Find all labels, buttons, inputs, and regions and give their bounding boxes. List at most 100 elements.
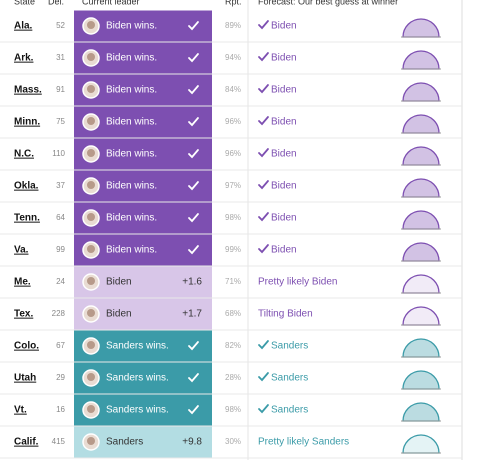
forecast: Biden bbox=[271, 149, 297, 160]
state-name: Okla. bbox=[14, 181, 39, 192]
avatar-face bbox=[87, 149, 95, 157]
forecast: Biden bbox=[271, 181, 297, 192]
delegates: 99 bbox=[56, 245, 65, 254]
avatar-face bbox=[87, 21, 95, 29]
reported: 98% bbox=[225, 405, 241, 414]
forecast-check bbox=[258, 244, 269, 254]
delegates: 16 bbox=[56, 405, 65, 414]
forecast: Tilting Biden bbox=[258, 309, 313, 320]
gauge-fill bbox=[402, 242, 440, 262]
gauge-fill bbox=[402, 274, 440, 294]
leader-name: Biden bbox=[106, 277, 132, 288]
forecast-check bbox=[258, 116, 269, 126]
delegates: 31 bbox=[56, 53, 65, 62]
reported: 71% bbox=[225, 277, 241, 286]
forecast: Biden bbox=[271, 213, 297, 224]
state-name: Calif. bbox=[14, 437, 39, 448]
avatar-face bbox=[87, 437, 95, 445]
delegates: 75 bbox=[56, 117, 65, 126]
reported: 98% bbox=[225, 213, 241, 222]
delegates: 415 bbox=[52, 437, 66, 446]
forecast-check bbox=[258, 84, 269, 94]
reported: 94% bbox=[225, 53, 241, 62]
win-check bbox=[188, 245, 199, 255]
state-name: Ala. bbox=[14, 21, 33, 32]
leader-name: Biden bbox=[106, 309, 132, 320]
forecast: Biden bbox=[271, 53, 297, 64]
header-cell: Forecast: Our best guess at winner bbox=[258, 0, 398, 6]
reported: 97% bbox=[225, 181, 241, 190]
avatar-face bbox=[87, 277, 95, 285]
avatar-face bbox=[87, 117, 95, 125]
win-check bbox=[188, 53, 199, 63]
gauge-fill bbox=[402, 370, 440, 390]
reported: 99% bbox=[225, 245, 241, 254]
gauge-fill bbox=[402, 178, 440, 198]
leader-name: Biden wins. bbox=[106, 213, 157, 224]
forecast-check bbox=[258, 20, 269, 30]
leader-margin: +9.8 bbox=[182, 437, 202, 448]
reported: 89% bbox=[225, 21, 241, 30]
leader-name: Sanders wins. bbox=[106, 405, 169, 416]
state-name: Colo. bbox=[14, 341, 39, 352]
forecast: Biden bbox=[271, 117, 297, 128]
forecast-check bbox=[258, 340, 269, 350]
gauge-fill bbox=[402, 146, 440, 166]
header-cell: Current leader bbox=[82, 0, 140, 6]
win-check bbox=[188, 85, 199, 95]
win-check bbox=[188, 213, 199, 223]
state-name: Ark. bbox=[14, 53, 34, 64]
delegates: 24 bbox=[56, 277, 65, 286]
avatar-face bbox=[87, 53, 95, 61]
reported: 96% bbox=[225, 149, 241, 158]
forecast: Sanders bbox=[271, 405, 308, 416]
delegates: 110 bbox=[52, 149, 65, 158]
leader-name: Sanders bbox=[106, 437, 143, 448]
win-check bbox=[188, 21, 199, 31]
win-check bbox=[188, 373, 199, 383]
reported: 68% bbox=[225, 309, 241, 318]
header-cell: Del. bbox=[48, 0, 64, 6]
state-name: Mass. bbox=[14, 85, 42, 96]
state-name: Me. bbox=[14, 277, 31, 288]
leader-name: Biden wins. bbox=[106, 149, 157, 160]
win-check bbox=[188, 181, 199, 191]
forecast-check bbox=[258, 212, 269, 222]
forecast: Biden bbox=[271, 21, 297, 32]
delegates: 91 bbox=[56, 85, 65, 94]
leader-name: Biden wins. bbox=[106, 85, 157, 96]
avatar-face bbox=[87, 341, 95, 349]
forecast-check bbox=[258, 180, 269, 190]
gauge-fill bbox=[402, 50, 440, 70]
win-check bbox=[188, 117, 199, 127]
gauge-fill bbox=[402, 306, 440, 326]
leader-margin: +1.7 bbox=[182, 309, 202, 320]
gauge-fill bbox=[402, 210, 440, 230]
gauge-fill bbox=[402, 338, 440, 358]
reported: 82% bbox=[225, 341, 241, 350]
reported: 84% bbox=[225, 85, 241, 94]
header-cell: Rpt. bbox=[225, 0, 242, 6]
state-name: Tenn. bbox=[14, 213, 40, 224]
delegates: 29 bbox=[56, 373, 65, 382]
delegates: 37 bbox=[56, 181, 65, 190]
reported: 28% bbox=[225, 373, 241, 382]
gauge-fill bbox=[402, 402, 440, 422]
reported: 30% bbox=[225, 437, 241, 446]
forecast-check bbox=[258, 52, 269, 62]
leader-margin: +1.6 bbox=[182, 277, 202, 288]
forecast: Pretty likely Sanders bbox=[258, 437, 349, 448]
gauge-fill bbox=[402, 18, 440, 38]
avatar-face bbox=[87, 181, 95, 189]
state-name: Utah bbox=[14, 373, 36, 384]
forecast: Pretty likely Biden bbox=[258, 277, 337, 288]
avatar-face bbox=[87, 309, 95, 317]
leader-name: Biden wins. bbox=[106, 21, 157, 32]
delegates: 228 bbox=[52, 309, 66, 318]
state-name: Vt. bbox=[14, 405, 27, 416]
leader-name: Biden wins. bbox=[106, 245, 157, 256]
forecast: Biden bbox=[271, 85, 297, 96]
forecast-check bbox=[258, 372, 269, 382]
win-check bbox=[188, 341, 199, 351]
